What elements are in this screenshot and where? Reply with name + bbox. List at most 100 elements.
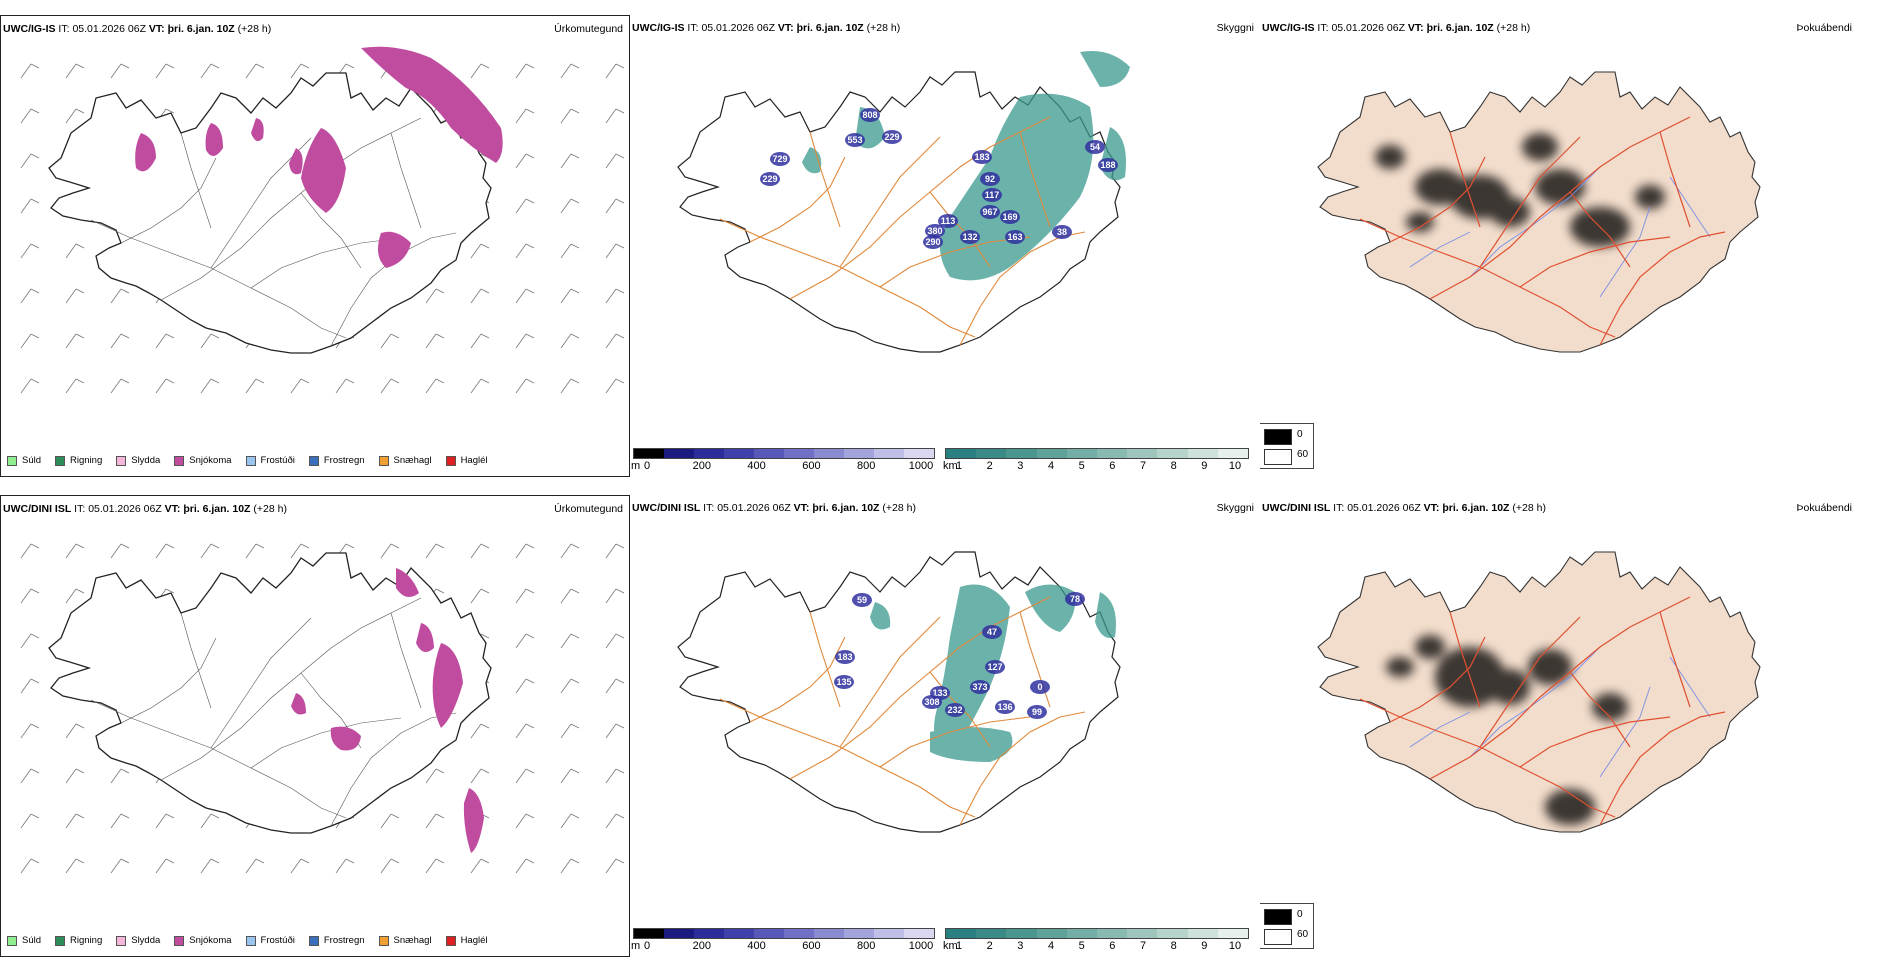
colorbar-tick: 1000 xyxy=(908,940,934,952)
road-line xyxy=(1359,698,1616,818)
colorbar-step xyxy=(1066,449,1098,458)
legend-item-súld: Súld xyxy=(7,455,41,466)
wind-barb xyxy=(20,543,40,559)
fog-area xyxy=(1386,657,1414,677)
legend-item-frostregn: Frostregn xyxy=(308,455,365,466)
wind-barb xyxy=(515,588,535,604)
legend-item-haglél: Haglél xyxy=(445,455,488,466)
colorbar-step xyxy=(1097,929,1128,938)
wind-barb xyxy=(155,63,175,79)
wind-barb xyxy=(20,723,40,739)
wind-barb xyxy=(200,378,220,394)
cloud-base-area xyxy=(980,205,1000,219)
road-line xyxy=(1479,136,1581,268)
colorbar-strip xyxy=(633,928,935,939)
wind-barb xyxy=(110,543,130,559)
cloud-base-label: 135 xyxy=(836,677,851,687)
legend-item-snjókoma: Snjókoma xyxy=(174,935,232,946)
wind-barb xyxy=(560,243,580,259)
legend-item-snæhagl: Snæhagl xyxy=(378,455,432,466)
cloud-base-label: 136 xyxy=(997,702,1012,712)
colorbar-step xyxy=(1157,449,1188,458)
wind-barb xyxy=(560,333,580,349)
road-line xyxy=(809,611,841,708)
snow-area xyxy=(432,643,463,728)
precip-legend: Súld Rigning Slydda Snjókoma Frostúði Frostre… xyxy=(7,455,502,466)
legend-item-snæhagl: Snæhagl xyxy=(378,935,432,946)
colorbar-step xyxy=(694,449,724,458)
snow-area xyxy=(330,726,361,751)
wind-barb xyxy=(245,543,265,559)
cloud-base-label: 113 xyxy=(941,216,956,226)
wind-barb xyxy=(515,333,535,349)
road-line xyxy=(839,616,941,748)
road-line xyxy=(120,637,217,724)
road-line xyxy=(1599,711,1726,826)
colorbar-strip xyxy=(633,448,935,459)
colorbar-step xyxy=(1187,929,1218,938)
legend-label: Snæhagl xyxy=(393,935,432,946)
wind-barb xyxy=(65,333,85,349)
cloud-base-area xyxy=(845,133,865,147)
wind-barb xyxy=(605,768,625,784)
cloud-base-area xyxy=(960,230,980,244)
legend-swatch xyxy=(445,455,456,466)
cloud-base-label: 188 xyxy=(1100,160,1115,170)
legend-label: Rigning xyxy=(70,935,103,946)
wind-barb xyxy=(65,288,85,304)
wind-barb xyxy=(20,243,40,259)
wind-barb xyxy=(20,858,40,874)
colorbar-tick: 0 xyxy=(643,460,651,472)
panel-title: UWC/IG-IS IT: 05.01.2026 06Z VT: þri. 6.… xyxy=(632,22,901,34)
legend-label: Frostúði xyxy=(260,455,295,466)
low-visibility-area xyxy=(1095,592,1116,638)
panel-type-label: Úrkomutegund xyxy=(554,503,623,515)
legend-item-slydda: Slydda xyxy=(116,455,160,466)
colorbar-step xyxy=(634,929,664,938)
cloud-base-area xyxy=(860,108,880,122)
wind-barb xyxy=(20,678,40,694)
cloud-base-label: 967 xyxy=(982,207,997,217)
colorbar-step xyxy=(844,449,874,458)
wind-barb xyxy=(20,198,40,214)
wind-barb xyxy=(515,768,535,784)
wind-barb xyxy=(605,378,625,394)
colorbar-tick: 3 xyxy=(1017,460,1024,472)
legend-swatch xyxy=(7,935,17,946)
wind-barb xyxy=(20,813,40,829)
wind-barb xyxy=(65,813,85,829)
colorbar-step xyxy=(754,929,784,938)
colorbar-tick: 0 xyxy=(643,940,651,952)
colorbar-tick: 4 xyxy=(1047,940,1055,952)
wind-barb xyxy=(290,63,310,79)
wind-barb xyxy=(515,678,535,694)
road-line xyxy=(390,612,422,709)
cloud-base-label: 117 xyxy=(985,190,1000,200)
legend-swatch xyxy=(116,935,127,946)
wind-barb xyxy=(155,333,175,349)
wind-barb xyxy=(245,63,265,79)
wind-barb xyxy=(155,858,175,874)
colorbar-strip xyxy=(945,448,1249,459)
wind-barb xyxy=(470,243,490,259)
wind-barb xyxy=(20,333,40,349)
wind-barb xyxy=(65,108,85,124)
road-line xyxy=(879,716,1031,768)
wind-barb xyxy=(425,543,445,559)
wind-barb xyxy=(560,678,580,694)
colorbar-unit: m xyxy=(631,460,641,472)
wind-barb xyxy=(200,63,220,79)
cloud-base-area xyxy=(982,625,1002,639)
road-line xyxy=(250,717,402,769)
wind-barb xyxy=(605,633,625,649)
snow-area xyxy=(291,693,306,715)
colorbar-tick: 3 xyxy=(1017,940,1024,952)
wind-barb xyxy=(515,288,535,304)
colorbar-step xyxy=(1187,449,1218,458)
snow-area xyxy=(301,128,346,213)
wind-barb xyxy=(425,768,445,784)
precip-legend: Súld Rigning Slydda Snjókoma Frostúði Frostre… xyxy=(7,935,502,946)
fog-map xyxy=(1317,551,1761,833)
colorbar-tick: 8 xyxy=(1170,460,1177,472)
